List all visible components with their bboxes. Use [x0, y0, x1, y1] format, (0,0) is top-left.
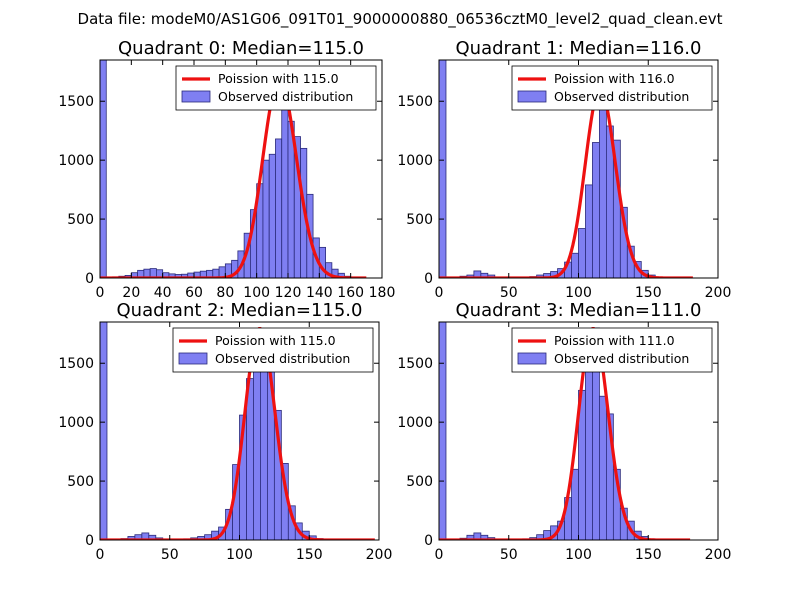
x-tick-label: 200 — [366, 547, 393, 563]
histogram-bar — [599, 109, 607, 278]
y-tick-label: 0 — [85, 533, 94, 549]
x-tick-label: 100 — [243, 285, 270, 301]
histogram-bar — [592, 142, 600, 278]
x-tick-label: 180 — [369, 285, 396, 301]
legend-label-poisson: Poission with 111.0 — [554, 333, 675, 348]
legend-label-observed: Observed distribution — [554, 89, 689, 104]
histogram-bar — [262, 159, 270, 278]
y-tick-label: 1000 — [58, 415, 94, 431]
x-tick-label: 80 — [216, 285, 234, 301]
histogram-bar — [281, 100, 289, 278]
histogram-bar — [268, 153, 276, 278]
x-tick-label: 50 — [161, 547, 179, 563]
x-tick-label: 200 — [705, 285, 732, 301]
histogram-bar — [571, 468, 579, 540]
histogram-bar — [100, 60, 107, 278]
legend-label-poisson: Poission with 116.0 — [554, 71, 675, 86]
poisson-curve — [439, 87, 694, 278]
x-tick-label: 50 — [500, 285, 518, 301]
y-tick-label: 500 — [406, 474, 433, 490]
legend-bar-swatch — [517, 90, 547, 103]
x-tick-label: 100 — [226, 547, 253, 563]
x-tick-label: 20 — [122, 285, 140, 301]
x-tick-label: 0 — [96, 547, 105, 563]
x-tick-label: 0 — [96, 285, 105, 301]
legend-label-observed: Observed distribution — [554, 351, 689, 366]
x-tick-label: 40 — [154, 285, 172, 301]
histogram-bar — [439, 60, 447, 278]
x-tick-label: 120 — [275, 285, 302, 301]
y-tick-label: 1500 — [58, 94, 94, 110]
x-tick-label: 150 — [635, 547, 662, 563]
y-tick-label: 1000 — [58, 153, 94, 169]
legend-bar-swatch — [181, 90, 211, 103]
x-tick-label: 0 — [435, 285, 444, 301]
legend-label-poisson: Poission with 115.0 — [215, 333, 336, 348]
quadrant-0-plot-area — [100, 60, 367, 278]
histogram-bar — [585, 345, 593, 540]
quadrant-3-panel: 0 50 100 150 200 0 500 1000 1500 Quadrant 3: Medi… — [397, 300, 731, 563]
histogram-bar — [571, 252, 579, 278]
quadrant-0-axes-frame — [99, 59, 383, 279]
x-tick-label: 150 — [635, 285, 662, 301]
x-tick-label: 50 — [500, 547, 518, 563]
quadrant-1-title: Quadrant 1: Median=116.0 — [456, 38, 702, 59]
legend-label-observed: Observed distribution — [215, 351, 350, 366]
x-tick-label: 200 — [705, 547, 732, 563]
legend-label-poisson: Poission with 115.0 — [218, 71, 339, 86]
y-tick-label: 0 — [424, 271, 433, 287]
y-tick-label: 1500 — [397, 356, 433, 372]
poisson-curve — [100, 78, 367, 278]
legend-box — [172, 327, 374, 373]
legend-label-observed: Observed distribution — [218, 89, 353, 104]
histogram-bar — [100, 322, 108, 540]
y-tick-label: 0 — [85, 271, 94, 287]
x-tick-label: 160 — [337, 285, 364, 301]
y-tick-label: 1500 — [397, 94, 433, 110]
x-tick-label: 0 — [435, 547, 444, 563]
quadrant-0-title: Quadrant 0: Median=115.0 — [118, 38, 364, 59]
legend-bar-swatch — [517, 352, 547, 365]
x-tick-label: 100 — [565, 285, 592, 301]
figure-suptitle: Data file: modeM0/AS1G06_091T01_90000008… — [78, 10, 723, 29]
quadrant-2-title: Quadrant 2: Median=115.0 — [117, 300, 363, 321]
quadrant-2-plot-area — [100, 322, 376, 540]
histogram-bar — [275, 138, 283, 278]
histogram-bar — [439, 322, 447, 540]
histogram-bar — [599, 395, 607, 540]
y-tick-label: 500 — [406, 212, 433, 228]
y-tick-label: 1000 — [397, 415, 433, 431]
quadrant-1-panel: 0 50 100 150 200 0 500 1000 1500 Quadrant 1: Medi… — [397, 38, 731, 301]
histogram-bar — [585, 184, 593, 278]
histogram-bar — [578, 228, 586, 278]
x-tick-label: 150 — [296, 547, 323, 563]
y-tick-label: 1000 — [397, 153, 433, 169]
quadrant-2-panel: 0 50 100 150 200 0 500 1000 1500 Quadrant 2: Medi… — [58, 300, 392, 563]
legend-box — [511, 327, 713, 373]
legend-box — [511, 65, 713, 111]
legend-bar-swatch — [178, 352, 208, 365]
y-tick-label: 1500 — [58, 356, 94, 372]
x-tick-label: 60 — [185, 285, 203, 301]
y-tick-label: 0 — [424, 533, 433, 549]
quadrant-3-title: Quadrant 3: Median=111.0 — [456, 300, 702, 321]
y-tick-label: 500 — [67, 474, 94, 490]
quadrant-0-panel: 0 20 40 60 80 100 120 140 160 180 0 500 1000 1500 Quad… — [58, 38, 395, 301]
x-tick-label: 100 — [565, 547, 592, 563]
y-tick-label: 500 — [67, 212, 94, 228]
legend-box — [175, 65, 377, 111]
x-tick-label: 140 — [306, 285, 333, 301]
